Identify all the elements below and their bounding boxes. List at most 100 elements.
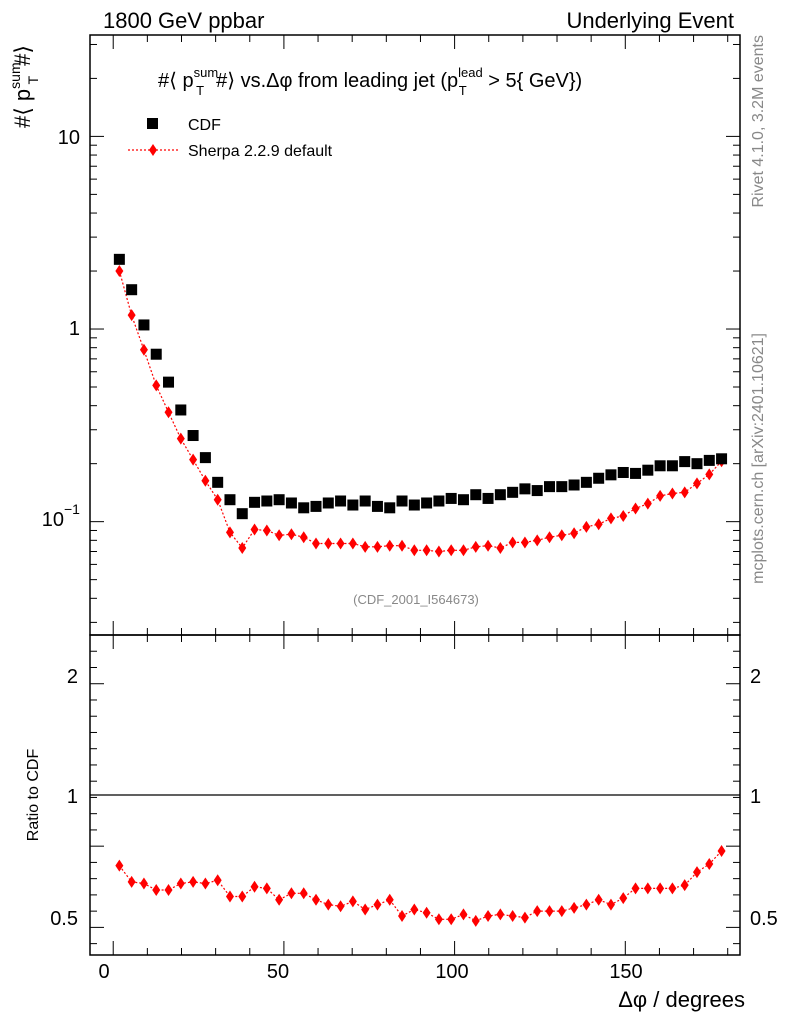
y-tick-label-10: 10 xyxy=(58,127,80,149)
cdf-point-8 xyxy=(212,476,224,488)
ratio-point-17 xyxy=(324,898,333,911)
x-tick-label-150: 150 xyxy=(609,961,642,983)
x-tick-label-50: 50 xyxy=(267,961,289,983)
cdf-point-33 xyxy=(519,483,531,495)
cdf-point-26 xyxy=(433,495,445,507)
cdf-point-16 xyxy=(310,500,322,512)
legend-label-cdf: CDF xyxy=(188,117,221,134)
sherpa-point-27 xyxy=(447,544,456,557)
ratio-tick-0p5-right: 0.5 xyxy=(750,908,778,930)
cdf-point-0 xyxy=(113,253,125,265)
ratio-point-30 xyxy=(484,910,493,923)
cdf-point-19 xyxy=(347,499,359,511)
sherpa-point-47 xyxy=(692,477,701,490)
ratio-point-3 xyxy=(152,884,161,897)
sherpa-point-13 xyxy=(275,529,284,542)
sherpa-point-18 xyxy=(336,537,345,550)
cdf-point-35 xyxy=(544,481,556,493)
mcplots-label: mcplots.cern.ch [arXiv:2401.10621] xyxy=(750,333,767,584)
cdf-point-1 xyxy=(126,284,138,296)
ratio-point-28 xyxy=(459,908,468,921)
sherpa-point-3 xyxy=(152,379,161,392)
sherpa-point-11 xyxy=(250,523,259,536)
ratio-point-26 xyxy=(434,913,443,926)
cdf-point-15 xyxy=(298,502,310,514)
x-axis-label: Δφ / degrees xyxy=(618,987,745,1012)
ratio-point-24 xyxy=(410,903,419,916)
cdf-point-37 xyxy=(568,479,580,491)
ratio-point-7 xyxy=(201,877,210,890)
cdf-point-5 xyxy=(175,404,187,416)
sherpa-point-28 xyxy=(459,544,468,557)
cdf-point-12 xyxy=(261,495,273,507)
ratio-point-41 xyxy=(619,892,628,905)
sherpa-point-26 xyxy=(434,545,443,558)
sherpa-point-40 xyxy=(606,512,615,525)
sherpa-point-21 xyxy=(373,540,382,553)
sherpa-series-ratio xyxy=(115,845,726,927)
sherpa-point-34 xyxy=(533,534,542,547)
ratio-point-8 xyxy=(213,874,222,887)
x-tick-label-0: 0 xyxy=(98,961,109,983)
ratio-point-49 xyxy=(717,845,726,858)
ratio-point-2 xyxy=(139,877,148,890)
ratio-point-15 xyxy=(299,887,308,900)
legend-marker-sherpa xyxy=(149,144,157,156)
cdf-point-34 xyxy=(531,485,543,497)
ratio-point-12 xyxy=(262,882,271,895)
ratio-tick-1-right: 1 xyxy=(750,786,761,808)
cdf-point-3 xyxy=(150,348,162,360)
sherpa-point-2 xyxy=(139,343,148,356)
process-label: Underlying Event xyxy=(566,8,734,33)
sherpa-point-23 xyxy=(398,539,407,552)
sherpa-point-45 xyxy=(668,487,677,500)
cdf-point-10 xyxy=(236,508,248,520)
cdf-point-21 xyxy=(371,500,383,512)
ratio-tick-1-left: 1 xyxy=(67,786,78,808)
cdf-point-36 xyxy=(556,481,568,493)
sherpa-point-4 xyxy=(164,406,173,419)
sherpa-point-8 xyxy=(213,493,222,506)
ratio-point-21 xyxy=(373,898,382,911)
sherpa-series-main xyxy=(115,265,726,558)
ratio-point-23 xyxy=(398,910,407,923)
ratio-point-6 xyxy=(189,875,198,888)
cdf-point-9 xyxy=(224,494,236,506)
sherpa-point-14 xyxy=(287,528,296,541)
x-tick-labels: 0 50 100 150 xyxy=(98,961,642,983)
ratio-point-0 xyxy=(115,859,124,872)
ratio-point-13 xyxy=(275,893,284,906)
ratio-axis-label: Ratio to CDF xyxy=(25,749,42,842)
cdf-point-6 xyxy=(187,430,199,442)
ratio-point-11 xyxy=(250,880,259,893)
cdf-point-14 xyxy=(285,497,297,509)
x-tick-label-100: 100 xyxy=(435,961,468,983)
ratio-tick-2-left: 2 xyxy=(67,666,78,688)
cdf-point-30 xyxy=(482,492,494,504)
ratio-point-16 xyxy=(311,893,320,906)
cdf-point-11 xyxy=(249,496,261,508)
ratio-point-5 xyxy=(176,877,185,890)
ratio-point-27 xyxy=(447,913,456,926)
ratio-point-48 xyxy=(705,858,714,871)
sherpa-point-17 xyxy=(324,537,333,550)
sherpa-point-39 xyxy=(594,518,603,531)
cdf-point-40 xyxy=(605,469,617,481)
sherpa-point-6 xyxy=(189,453,198,466)
cdf-point-31 xyxy=(494,489,506,501)
y-tick-label-1: 1 xyxy=(69,318,80,340)
ratio-point-34 xyxy=(533,905,542,918)
ratio-tick-0p5-left: 0.5 xyxy=(50,908,78,930)
ratio-line xyxy=(118,850,723,922)
sherpa-point-32 xyxy=(508,536,517,549)
sherpa-point-16 xyxy=(311,537,320,550)
ratio-tick-2-right: 2 xyxy=(750,666,761,688)
sherpa-point-15 xyxy=(299,531,308,544)
ratio-point-45 xyxy=(668,882,677,895)
sherpa-point-7 xyxy=(201,474,210,487)
ratio-point-32 xyxy=(508,910,517,923)
sherpa-point-25 xyxy=(422,544,431,557)
sherpa-point-22 xyxy=(385,539,394,552)
cdf-point-43 xyxy=(642,464,654,476)
